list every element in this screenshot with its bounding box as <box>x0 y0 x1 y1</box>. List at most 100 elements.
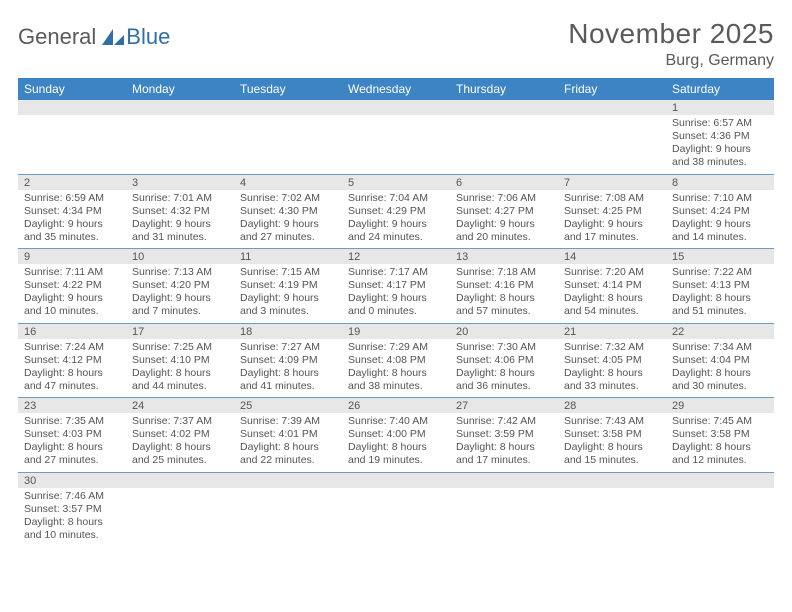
day-text-cell: Sunrise: 7:11 AMSunset: 4:22 PMDaylight:… <box>18 264 126 323</box>
day-text-cell: Sunrise: 7:27 AMSunset: 4:09 PMDaylight:… <box>234 339 342 398</box>
day-number-cell: 22 <box>666 323 774 339</box>
sunset-text: Sunset: 4:25 PM <box>564 205 660 218</box>
daylight-text: Daylight: 8 hours and 19 minutes. <box>348 441 444 467</box>
brand-part1: General <box>18 24 96 50</box>
day-text-cell <box>450 115 558 174</box>
day-text-cell <box>558 115 666 174</box>
day-text-row: Sunrise: 7:24 AMSunset: 4:12 PM Daylight:… <box>18 339 774 398</box>
day-header: Monday <box>126 78 234 100</box>
sunset-text: Sunset: 4:20 PM <box>132 279 228 292</box>
brand-logo: General Blue <box>18 18 170 50</box>
sunrise-text: Sunrise: 7:37 AM <box>132 415 228 428</box>
day-number: 6 <box>456 177 462 189</box>
brand-part2: Blue <box>126 24 170 50</box>
sunset-text: Sunset: 3:58 PM <box>564 428 660 441</box>
day-number: 2 <box>24 177 30 189</box>
day-number: 17 <box>132 326 144 338</box>
sunset-text: Sunset: 4:04 PM <box>672 354 768 367</box>
day-number-row: 1 <box>18 100 774 115</box>
day-number-cell: 15 <box>666 249 774 265</box>
sunset-text: Sunset: 4:12 PM <box>24 354 120 367</box>
day-text-cell: Sunrise: 7:42 AMSunset: 3:59 PMDaylight:… <box>450 413 558 472</box>
day-number-cell: 26 <box>342 398 450 414</box>
day-number: 25 <box>240 400 252 412</box>
day-number-cell: 18 <box>234 323 342 339</box>
location: Burg, Germany <box>568 52 774 70</box>
day-number: 8 <box>672 177 678 189</box>
day-number: 19 <box>348 326 360 338</box>
daylight-text: Daylight: 8 hours and 44 minutes. <box>132 367 228 393</box>
day-header: Thursday <box>450 78 558 100</box>
sunrise-text: Sunrise: 7:35 AM <box>24 415 120 428</box>
sunset-text: Sunset: 4:27 PM <box>456 205 552 218</box>
day-number-cell: 6 <box>450 174 558 190</box>
day-number-cell: 27 <box>450 398 558 414</box>
daylight-text: Daylight: 9 hours and 17 minutes. <box>564 218 660 244</box>
day-number-cell: 21 <box>558 323 666 339</box>
sunrise-text: Sunrise: 7:18 AM <box>456 266 552 279</box>
day-text-cell: Sunrise: 7:17 AMSunset: 4:17 PMDaylight:… <box>342 264 450 323</box>
daylight-text: Daylight: 8 hours and 12 minutes. <box>672 441 768 467</box>
day-number: 21 <box>564 326 576 338</box>
day-text-cell: Sunrise: 7:06 AMSunset: 4:27 PMDaylight:… <box>450 190 558 249</box>
day-number-cell: 7 <box>558 174 666 190</box>
day-text-cell: Sunrise: 7:29 AMSunset: 4:08 PMDaylight:… <box>342 339 450 398</box>
sunset-text: Sunset: 4:00 PM <box>348 428 444 441</box>
day-number: 14 <box>564 251 576 263</box>
sunrise-text: Sunrise: 7:24 AM <box>24 341 120 354</box>
day-number: 28 <box>564 400 576 412</box>
daylight-text: Daylight: 8 hours and 57 minutes. <box>456 292 552 318</box>
day-number: 22 <box>672 326 684 338</box>
sunset-text: Sunset: 4:36 PM <box>672 130 768 143</box>
sunset-text: Sunset: 4:34 PM <box>24 205 120 218</box>
day-number-cell <box>126 100 234 115</box>
day-number: 15 <box>672 251 684 263</box>
day-number-cell: 30 <box>18 472 126 488</box>
day-text-cell: Sunrise: 7:35 AMSunset: 4:03 PMDaylight:… <box>18 413 126 472</box>
sunrise-text: Sunrise: 7:06 AM <box>456 192 552 205</box>
day-header: Saturday <box>666 78 774 100</box>
sunrise-text: Sunrise: 7:39 AM <box>240 415 336 428</box>
day-number: 7 <box>564 177 570 189</box>
day-text-cell: Sunrise: 6:59 AMSunset: 4:34 PMDaylight:… <box>18 190 126 249</box>
day-text-cell: Sunrise: 7:40 AMSunset: 4:00 PMDaylight:… <box>342 413 450 472</box>
day-text-cell <box>126 115 234 174</box>
sunrise-text: Sunrise: 7:15 AM <box>240 266 336 279</box>
sunrise-text: Sunrise: 7:45 AM <box>672 415 768 428</box>
sunset-text: Sunset: 4:14 PM <box>564 279 660 292</box>
day-number-cell: 13 <box>450 249 558 265</box>
day-text-cell <box>342 115 450 174</box>
daylight-text: Daylight: 8 hours and 27 minutes. <box>24 441 120 467</box>
sunrise-text: Sunrise: 6:57 AM <box>672 117 768 130</box>
day-text-cell <box>342 488 450 547</box>
day-text-cell: Sunrise: 7:24 AMSunset: 4:12 PMDaylight:… <box>18 339 126 398</box>
day-number: 3 <box>132 177 138 189</box>
sunset-text: Sunset: 4:02 PM <box>132 428 228 441</box>
daylight-text: Daylight: 9 hours and 10 minutes. <box>24 292 120 318</box>
day-number: 11 <box>240 251 251 263</box>
day-number-cell <box>234 100 342 115</box>
day-text-row: Sunrise: 7:11 AMSunset: 4:22 PMDaylight:… <box>18 264 774 323</box>
sunset-text: Sunset: 4:19 PM <box>240 279 336 292</box>
daylight-text: Daylight: 9 hours and 7 minutes. <box>132 292 228 318</box>
sunset-text: Sunset: 4:22 PM <box>24 279 120 292</box>
sunrise-text: Sunrise: 7:11 AM <box>24 266 120 279</box>
sunrise-text: Sunrise: 7:29 AM <box>348 341 444 354</box>
day-text-cell: Sunrise: 7:15 AMSunset: 4:19 PMDaylight:… <box>234 264 342 323</box>
sunrise-text: Sunrise: 7:25 AM <box>132 341 228 354</box>
daylight-text: Daylight: 8 hours and 36 minutes. <box>456 367 552 393</box>
sunrise-text: Sunrise: 7:08 AM <box>564 192 660 205</box>
day-number-cell: 25 <box>234 398 342 414</box>
day-number: 13 <box>456 251 468 263</box>
day-number-cell: 2 <box>18 174 126 190</box>
daylight-text: Daylight: 9 hours and 0 minutes. <box>348 292 444 318</box>
day-number-cell: 19 <box>342 323 450 339</box>
daylight-text: Daylight: 8 hours and 25 minutes. <box>132 441 228 467</box>
day-number-cell: 14 <box>558 249 666 265</box>
day-number-cell: 10 <box>126 249 234 265</box>
day-number-cell: 16 <box>18 323 126 339</box>
day-text-cell <box>558 488 666 547</box>
day-number: 18 <box>240 326 252 338</box>
sunset-text: Sunset: 4:29 PM <box>348 205 444 218</box>
day-text-cell <box>18 115 126 174</box>
